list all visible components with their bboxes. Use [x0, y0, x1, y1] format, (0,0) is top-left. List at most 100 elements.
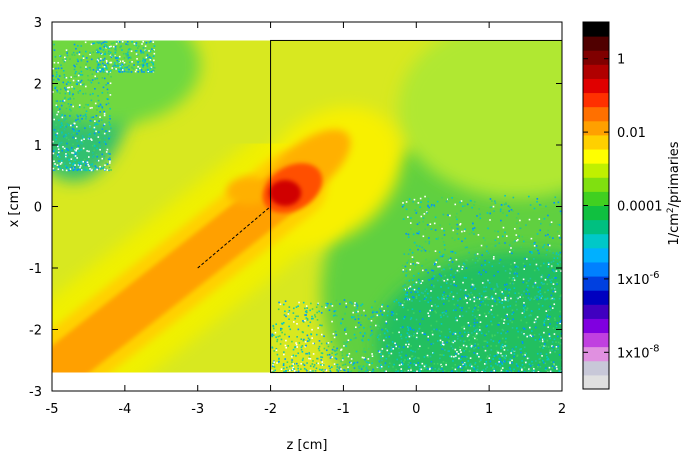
speckle-dot — [424, 367, 426, 370]
speckle-dot — [130, 66, 133, 69]
speckle-dot — [550, 261, 553, 264]
speckle-dot — [458, 346, 461, 349]
speckle-dot — [331, 348, 334, 351]
speckle-dot — [91, 168, 94, 171]
speckle-dot — [279, 335, 281, 337]
speckle-dot — [463, 362, 466, 364]
speckle-dot — [480, 264, 483, 267]
speckle-dot — [405, 275, 408, 277]
speckle-dot — [528, 363, 531, 366]
speckle-dot — [511, 348, 514, 351]
speckle-dot — [476, 296, 479, 299]
speckle-dot — [391, 311, 394, 314]
speckle-dot — [490, 320, 492, 323]
speckle-dot — [408, 298, 411, 301]
speckle-dot — [484, 296, 487, 299]
speckle-dot — [99, 63, 102, 66]
speckle-dot — [508, 251, 511, 253]
speckle-dot — [452, 333, 454, 336]
speckle-dot — [555, 277, 557, 279]
speckle-dot — [425, 296, 428, 299]
colorbar-swatch — [583, 36, 609, 51]
speckle-dot — [68, 91, 71, 93]
speckle-dot — [555, 348, 557, 350]
speckle-dot — [465, 276, 468, 279]
speckle-dot — [384, 370, 386, 373]
speckle-dot — [550, 361, 553, 363]
speckle-dot — [64, 165, 67, 167]
speckle-dot — [350, 301, 352, 304]
colorbar-tick-base: 1x10 — [617, 346, 650, 361]
speckle-dot — [500, 345, 503, 348]
speckle-dot — [62, 70, 65, 72]
speckle-dot — [485, 362, 488, 365]
speckle-dot — [470, 345, 473, 348]
speckle-dot — [393, 363, 395, 366]
speckle-dot — [554, 290, 557, 293]
speckle-dot — [445, 255, 448, 257]
speckle-dot — [530, 243, 532, 246]
speckle-dot — [103, 123, 106, 126]
speckle-dot — [374, 311, 376, 313]
speckle-dot — [405, 336, 407, 339]
speckle-dot — [103, 65, 106, 68]
speckle-dot — [85, 50, 87, 53]
speckle-dot — [515, 346, 517, 348]
speckle-dot — [516, 354, 519, 357]
speckle-dot — [487, 280, 489, 283]
speckle-dot — [69, 108, 71, 111]
speckle-dot — [465, 345, 468, 348]
speckle-dot — [505, 337, 507, 340]
speckle-dot — [63, 74, 66, 76]
speckle-dot — [513, 262, 516, 264]
speckle-dot — [91, 144, 94, 147]
speckle-dot — [378, 314, 380, 316]
speckle-dot — [76, 153, 79, 156]
colorbar-swatch — [583, 120, 609, 136]
speckle-dot — [283, 353, 285, 356]
speckle-dot — [407, 273, 409, 275]
speckle-dot — [532, 366, 534, 368]
speckle-dot — [79, 89, 81, 92]
speckle-dot — [446, 315, 449, 318]
speckle-dot — [61, 163, 64, 166]
speckle-dot — [522, 296, 525, 299]
speckle-dot — [514, 266, 517, 268]
speckle-dot — [469, 363, 472, 366]
speckle-dot — [445, 294, 447, 297]
speckle-dot — [545, 310, 548, 312]
speckle-dot — [107, 102, 110, 105]
speckle-dot — [444, 259, 446, 262]
speckle-dot — [480, 244, 483, 247]
speckle-dot — [103, 45, 106, 48]
speckle-dot — [539, 361, 541, 363]
speckle-dot — [365, 367, 368, 369]
speckle-dot — [412, 329, 415, 331]
speckle-dot — [99, 148, 101, 151]
speckle-dot — [491, 265, 494, 268]
speckle-dot — [65, 89, 67, 91]
speckle-dot — [395, 368, 398, 371]
speckle-dot — [545, 367, 547, 369]
speckle-dot — [539, 357, 541, 360]
speckle-dot — [550, 221, 553, 224]
speckle-dot — [529, 204, 532, 206]
speckle-dot — [82, 136, 85, 139]
speckle-dot — [484, 259, 486, 262]
speckle-dot — [539, 286, 541, 289]
speckle-dot — [398, 354, 401, 357]
speckle-dot — [73, 75, 76, 78]
speckle-dot — [524, 265, 526, 267]
speckle-dot — [297, 328, 300, 331]
speckle-dot — [271, 370, 274, 373]
speckle-dot — [335, 334, 338, 336]
speckle-dot — [303, 367, 306, 370]
speckle-dot — [99, 165, 101, 168]
speckle-dot — [369, 334, 372, 337]
speckle-dot — [80, 139, 83, 142]
speckle-dot — [100, 69, 103, 72]
speckle-dot — [528, 314, 531, 317]
speckle-dot — [486, 345, 489, 347]
speckle-dot — [126, 53, 129, 55]
speckle-dot — [456, 319, 458, 322]
